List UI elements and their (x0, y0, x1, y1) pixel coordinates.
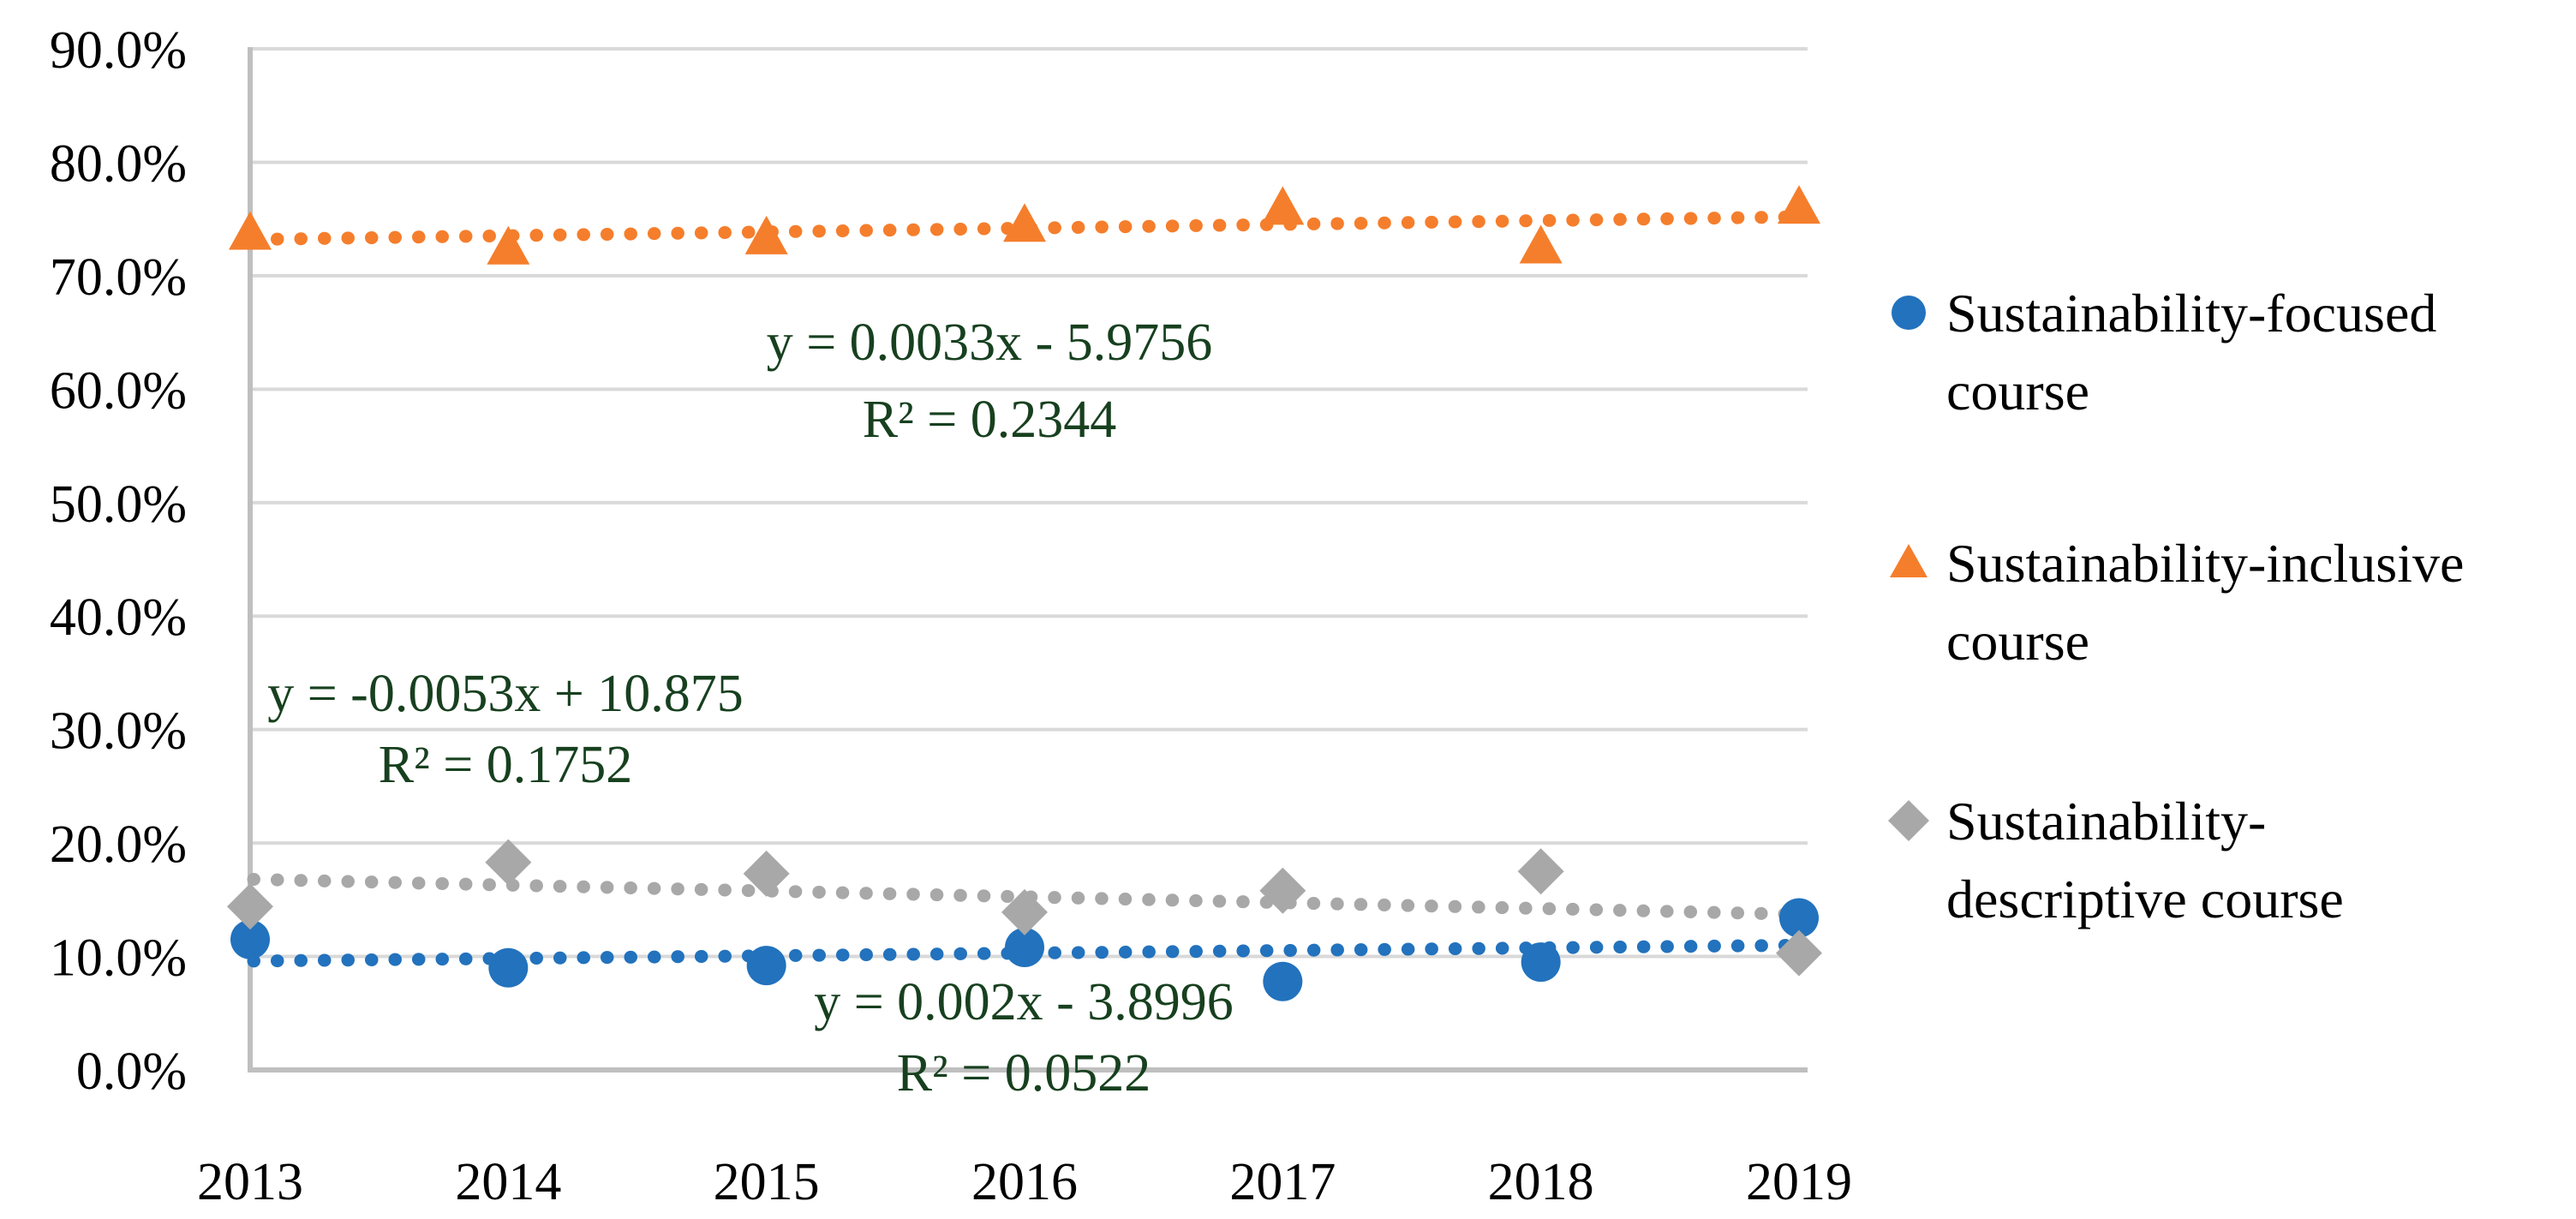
x-axis-tick-label: 2016 (971, 1153, 1078, 1211)
trendline-r-squared: R² = 0.1752 (379, 736, 632, 794)
trendline-r-squared: R² = 0.2344 (863, 391, 1116, 449)
y-axis-tick-label: 90.0% (50, 21, 187, 80)
data-point-diamond (1776, 929, 1822, 977)
data-point-triangle (744, 215, 788, 254)
legend-marker-diamond (1888, 800, 1929, 841)
x-axis-tick-label: 2019 (1746, 1153, 1852, 1211)
y-axis-tick-label: 20.0% (50, 816, 187, 874)
legend-marker-circle (1892, 296, 1926, 330)
data-point-diamond (1517, 848, 1564, 895)
data-point-circle (1779, 898, 1819, 938)
y-axis-tick-label: 40.0% (50, 589, 187, 647)
trendline-equation: y = -0.0053x + 10.875 (267, 665, 744, 723)
legend-label: descriptive course (1946, 869, 2344, 929)
y-axis-tick-label: 0.0% (76, 1043, 187, 1101)
data-point-triangle (487, 225, 530, 265)
trendline-r-squared: R² = 0.0522 (897, 1044, 1151, 1102)
y-axis-tick-label: 50.0% (50, 475, 187, 534)
data-point-triangle (1519, 224, 1563, 264)
legend-label: course (1946, 611, 2089, 672)
data-point-diamond (1259, 867, 1306, 914)
trendline-equation: y = 0.0033x - 5.9756 (767, 314, 1213, 372)
data-point-triangle (1778, 185, 1820, 224)
y-axis-tick-label: 80.0% (50, 134, 187, 193)
y-axis-tick-label: 60.0% (50, 362, 187, 420)
data-point-circle (746, 946, 786, 986)
x-axis-tick-label: 2013 (197, 1153, 303, 1211)
data-point-circle (1263, 961, 1303, 1001)
y-axis-tick-label: 70.0% (50, 248, 187, 307)
data-point-diamond (485, 839, 532, 886)
data-point-circle (1005, 927, 1044, 967)
legend-marker-triangle (1890, 544, 1928, 577)
data-point-triangle (1261, 186, 1305, 225)
data-point-diamond (743, 850, 790, 897)
y-axis-tick-label: 30.0% (50, 702, 187, 761)
data-point-diamond (1001, 888, 1048, 935)
trendline-equation: y = 0.002x - 3.8996 (814, 973, 1234, 1031)
legend-label: Sustainability-inclusive (1946, 533, 2464, 594)
x-axis-tick-label: 2018 (1488, 1153, 1594, 1211)
x-axis-tick-label: 2015 (714, 1153, 820, 1211)
legend-label: Sustainability- (1946, 791, 2266, 852)
data-point-triangle (229, 211, 272, 250)
x-axis-tick-label: 2014 (455, 1153, 561, 1211)
data-point-circle (1521, 942, 1561, 983)
data-point-triangle (1003, 203, 1046, 242)
data-point-diamond (227, 883, 273, 930)
data-point-circle (488, 947, 529, 988)
y-axis-tick-label: 10.0% (50, 929, 187, 988)
x-axis-tick-label: 2017 (1229, 1153, 1336, 1211)
legend-label: Sustainability-focused (1946, 283, 2436, 344)
data-point-circle (230, 919, 270, 959)
legend-label: course (1946, 361, 2089, 421)
